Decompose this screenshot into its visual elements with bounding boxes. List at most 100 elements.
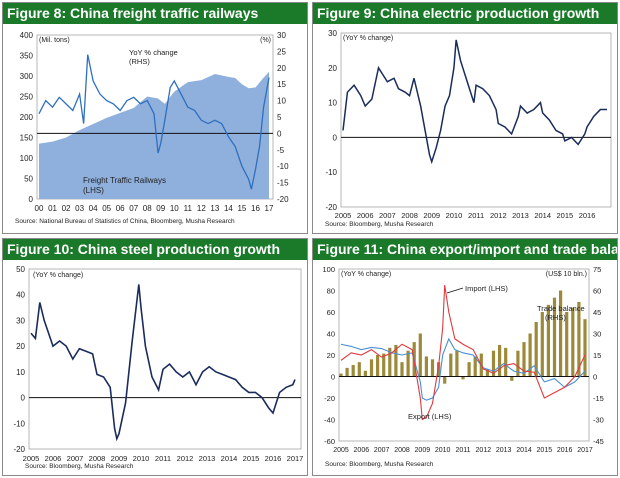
annotation-trade-balance-rhs: (RHS) <box>545 313 566 322</box>
series-steel-production-line <box>30 284 296 442</box>
trade-balance-bar <box>504 347 508 377</box>
trade-balance-bar <box>424 356 428 377</box>
x-tick-label: 2009 <box>111 454 128 463</box>
y-tick-left-label: 250 <box>20 93 34 102</box>
source-note: Source: Bloomberg, Musha Research <box>325 221 434 228</box>
left-unit-label: (YoY % change) <box>341 271 391 278</box>
right-unit-label: (%) <box>260 37 271 44</box>
y-tick-left-label: 200 <box>20 113 34 122</box>
source-note: Source: Bloomberg, Musha Research <box>25 463 134 470</box>
y-tick-label: 30 <box>328 29 337 38</box>
trade-balance-bar <box>357 362 361 377</box>
figure-11-chart: -60 -40 -20 0 20 40 60 80 100 -45 -30 -15 0 15 30 45 60 7… <box>322 265 604 468</box>
x-tick-label: 12 <box>197 204 206 213</box>
plot-area <box>340 32 612 208</box>
x-tick-label: 2005 <box>335 211 352 220</box>
x-tick-label: 2015 <box>557 211 574 220</box>
annotation-yoy-rhs: (RHS) <box>129 57 150 66</box>
x-tick-label: 2007 <box>374 447 390 454</box>
trade-balance-bar <box>339 373 343 377</box>
left-unit-label: (Mil. tons) <box>39 37 70 44</box>
x-tick-label: 2007 <box>67 454 84 463</box>
x-tick-label: 2014 <box>516 447 532 454</box>
y-tick-right-label: -30 <box>593 416 604 425</box>
y-tick-left-label: 100 <box>322 265 335 274</box>
x-tick-label: 04 <box>89 204 98 213</box>
y-tick-left-label: 400 <box>20 31 34 40</box>
x-tick-label: 16 <box>251 204 260 213</box>
x-tick-label: 00 <box>35 204 44 213</box>
x-tick-label: 2015 <box>537 447 553 454</box>
y-tick-label: 50 <box>16 265 25 274</box>
x-tick-label: 2013 <box>496 447 512 454</box>
y-tick-left-label: 60 <box>327 308 335 317</box>
x-tick-label: 2014 <box>221 454 238 463</box>
source-note: Source: National Bureau of Statistics of… <box>15 218 235 225</box>
trade-balance-bar <box>540 312 544 377</box>
y-tick-right-label: -15 <box>277 179 289 188</box>
trade-balance-bar <box>400 362 404 377</box>
trade-balance-bar <box>491 350 496 377</box>
x-tick-label: 2013 <box>512 211 529 220</box>
y-tick-right-label: 0 <box>277 129 282 138</box>
left-unit-label: (YoY % change) <box>33 272 83 279</box>
left-unit-label: (YoY % change) <box>343 35 393 42</box>
x-tick-label: 05 <box>102 204 111 213</box>
x-tick-label: 2016 <box>557 447 573 454</box>
y-tick-left-label: 0 <box>331 373 335 382</box>
figure-10-chart: -20 -10 0 10 20 30 40 50 2005 2006 2007 2008 2009 201… <box>13 265 304 470</box>
figure-8-chart: 050100150200250300350400-20-15-10-505101… <box>15 31 289 225</box>
series-yoy-change-line <box>38 54 270 190</box>
trade-balance-bar <box>473 356 477 377</box>
y-tick-left-label: 300 <box>20 72 34 81</box>
figure-11-title: Figure 11: China export/import and trade… <box>313 239 617 260</box>
x-tick-label: 2009 <box>423 211 440 220</box>
y-tick-left-label: -40 <box>324 416 335 425</box>
y-tick-label: 30 <box>16 316 25 325</box>
trade-balance-bar <box>369 359 374 377</box>
trade-balance-bar <box>363 370 367 377</box>
x-tick-label: 2008 <box>89 454 106 463</box>
trade-balance-bar <box>498 344 502 377</box>
x-tick-label: 2012 <box>177 454 194 463</box>
x-tick-label: 2011 <box>455 447 470 454</box>
figure-10-panel: Figure 10: China steel production growth… <box>2 238 308 476</box>
x-tick-label: 2006 <box>357 211 374 220</box>
y-tick-right-label: 45 <box>593 308 601 317</box>
y-tick-label: 0 <box>21 394 26 403</box>
y-tick-right-label: 5 <box>277 113 282 122</box>
y-tick-label: 20 <box>328 64 337 73</box>
x-tick-label: 2012 <box>490 211 507 220</box>
x-tick-label: 2009 <box>415 447 431 454</box>
x-tick-label: 11 <box>184 204 193 213</box>
x-tick-label: 2017 <box>577 447 593 454</box>
trade-balance-bar <box>345 367 349 377</box>
trade-balance-bar <box>559 290 563 377</box>
trade-balance-bar <box>510 376 514 381</box>
series-electric-production-line <box>342 39 607 165</box>
y-tick-right-label: 30 <box>277 31 286 40</box>
trade-balance-bar <box>577 301 581 377</box>
trade-balance-bar <box>443 376 447 384</box>
trade-balance-bar <box>467 362 471 377</box>
y-tick-left-label: 40 <box>327 330 335 339</box>
y-tick-left-label: 150 <box>20 134 34 143</box>
x-tick-label: 2017 <box>287 454 304 463</box>
trade-balance-bar <box>546 304 550 377</box>
y-tick-label: 20 <box>16 342 25 351</box>
y-tick-right-label: 15 <box>593 351 601 360</box>
trade-balance-bar <box>571 307 575 377</box>
annotation-yoy-change: YoY % change <box>129 48 178 57</box>
x-tick-label: 2011 <box>468 211 484 220</box>
trade-balance-bar <box>351 365 355 377</box>
x-tick-label: 2011 <box>155 454 171 463</box>
x-tick-label: 09 <box>156 204 165 213</box>
x-tick-label: 15 <box>237 204 246 213</box>
trade-balance-bar <box>516 350 520 377</box>
x-tick-label: 2007 <box>379 211 396 220</box>
x-tick-label: 06 <box>116 204 125 213</box>
x-tick-label: 2005 <box>23 454 40 463</box>
trade-balance-bar <box>388 347 392 377</box>
y-tick-label: 10 <box>16 368 25 377</box>
trade-balance-bar <box>522 342 526 377</box>
